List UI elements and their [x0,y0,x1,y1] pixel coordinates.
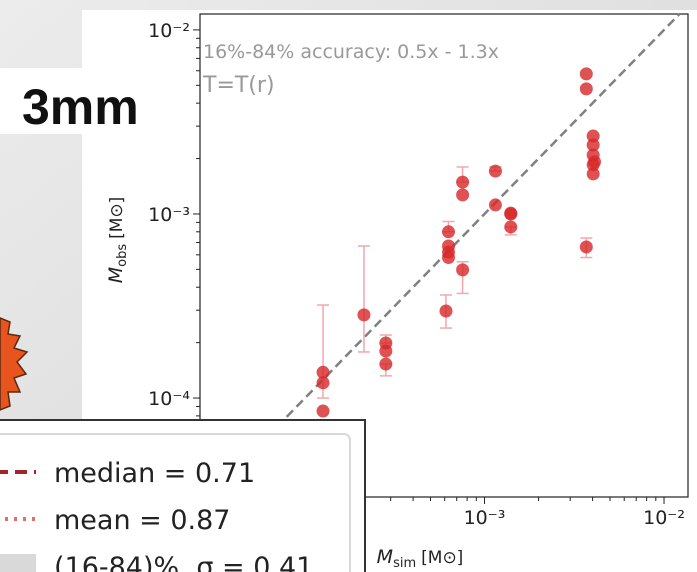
data-point [439,304,453,318]
y-axis-label-unit: [M⊙] [107,197,127,239]
y-axis-label-subscript: obs [115,244,130,267]
legend-text: median = 0.71 [54,458,255,489]
y-tick-label: 10⁻⁴ [148,388,190,410]
data-point [488,198,502,212]
data-point [379,344,393,358]
x-axis-label-subscript: sim [393,556,416,571]
data-point [488,164,502,178]
data-point [442,251,456,265]
plot-frame [199,13,689,498]
data-point [579,67,593,81]
legend-text: (16-84)%, σ = 0.41 [54,552,313,572]
label-box [0,68,190,134]
data-point [586,167,600,181]
x-axis-label-unit: [M⊙] [421,548,463,568]
legend-text: mean = 0.87 [54,505,230,536]
data-point [579,240,593,254]
y-tick-label: 10⁻³ [148,204,190,226]
data-point [357,308,371,322]
x-axis-label: Msim [M⊙] [377,546,464,571]
data-point [456,188,470,202]
data-point [316,404,330,418]
y-axis-label: Mobs [M⊙] [105,197,130,284]
data-point [316,376,330,390]
legend-overlay: median = 0.71 mean = 0.87 (16-84)%, σ = 0.… [0,419,366,572]
y-axis-label-symbol: M [105,267,127,283]
data-point [379,357,393,371]
data-point [442,225,456,239]
data-point [579,82,593,96]
data-point [588,155,602,169]
annotation: T=T(r) [202,73,275,98]
starburst-shape [0,317,29,411]
x-tick-label: 10⁻³ [464,507,506,529]
slide-label: 3mm [22,79,139,135]
data-point [316,365,330,379]
x-axis-label-symbol: M [377,546,393,568]
legend-inner [0,433,351,572]
x-tick-label: 10⁻² [643,507,685,529]
data-point [456,175,470,189]
data-point [586,138,600,152]
error-bar [357,245,370,353]
chart: 10⁻³ 10⁻² 10⁻⁴ 10⁻³ 10⁻² 16%-84% accuracy: 0.… [105,13,689,571]
legend-patch [0,554,36,572]
data-point [586,129,600,143]
data-point [456,263,470,277]
data-point [504,207,518,221]
y-tick-label: 10⁻² [148,20,190,42]
annotation: 16%-84% accuracy: 0.5x - 1.3x [203,41,499,63]
data-point [504,220,518,234]
